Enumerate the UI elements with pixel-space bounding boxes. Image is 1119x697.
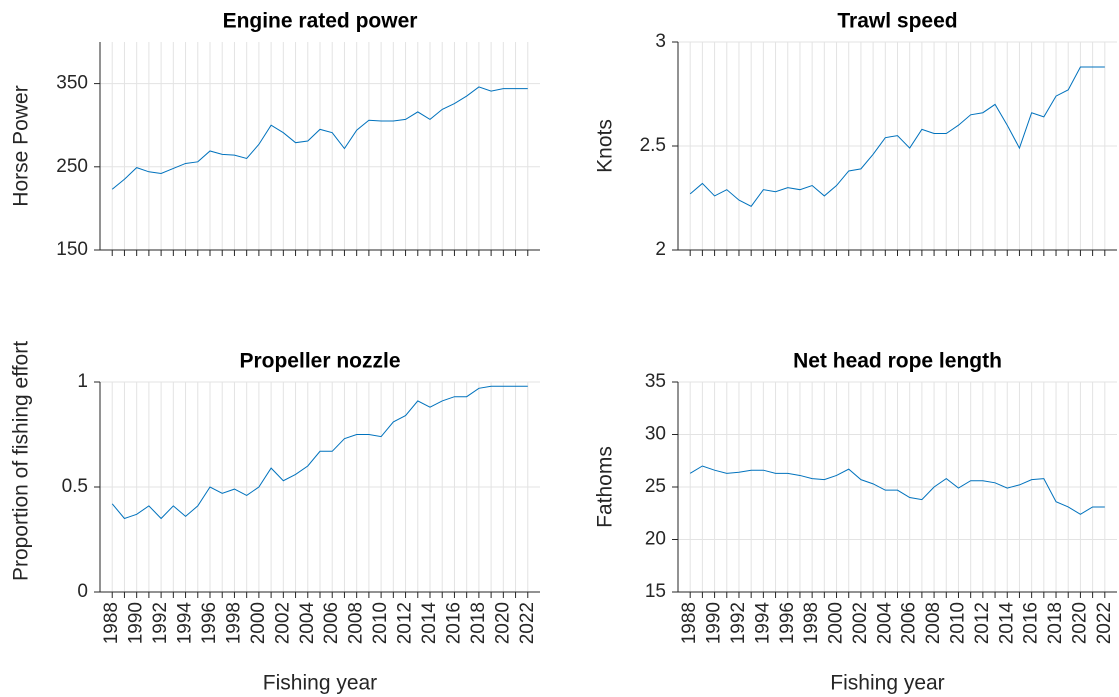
x-tick-label: 1990 bbox=[704, 602, 725, 644]
x-tick-label: 1998 bbox=[223, 602, 244, 644]
x-tick-label: 1992 bbox=[150, 602, 171, 644]
y-tick-label: 250 bbox=[56, 156, 88, 177]
chart-title: Net head rope length bbox=[793, 350, 1002, 373]
chart-title: Trawl speed bbox=[837, 10, 957, 33]
x-tick-label: 2012 bbox=[972, 602, 993, 644]
x-tick-label: 2008 bbox=[923, 602, 944, 644]
x-tick-label: 2022 bbox=[517, 602, 538, 644]
x-tick-label: 2004 bbox=[874, 602, 895, 645]
y-tick-label: 25 bbox=[645, 476, 666, 497]
y-tick-label: 35 bbox=[645, 371, 666, 392]
x-tick-label: 2006 bbox=[899, 602, 920, 644]
y-tick-label: 3 bbox=[655, 31, 666, 52]
x-tick-label: 2010 bbox=[947, 602, 968, 644]
x-tick-label: 1994 bbox=[752, 602, 773, 645]
x-tick-label: 1994 bbox=[175, 602, 196, 645]
x-tick-label: 2014 bbox=[419, 602, 440, 645]
x-tick-label: 1996 bbox=[199, 602, 220, 644]
y-axis-label: Horse Power bbox=[10, 85, 33, 206]
y-tick-label: 15 bbox=[645, 581, 666, 602]
y-tick-label: 0.5 bbox=[62, 476, 88, 497]
x-tick-label: 1990 bbox=[126, 602, 147, 644]
y-tick-label: 1 bbox=[77, 371, 88, 392]
y-tick-label: 350 bbox=[56, 73, 88, 94]
y-axis-label: Fathoms bbox=[594, 446, 617, 528]
x-tick-label: 2012 bbox=[395, 602, 416, 644]
y-axis-label: Proportion of fishing effort bbox=[10, 341, 33, 581]
x-tick-label: 2020 bbox=[492, 602, 513, 644]
x-tick-label: 1988 bbox=[101, 602, 122, 644]
data-line bbox=[111, 86, 528, 190]
y-tick-label: 150 bbox=[56, 239, 88, 260]
y-tick-label: 2 bbox=[655, 239, 666, 260]
x-tick-label: 2016 bbox=[1021, 602, 1042, 644]
x-tick-label: 2002 bbox=[272, 602, 293, 644]
chart-title: Engine rated power bbox=[223, 10, 418, 33]
y-tick-label: 0 bbox=[77, 581, 88, 602]
x-tick-label: 2018 bbox=[468, 602, 489, 644]
x-tick-label: 1988 bbox=[679, 602, 700, 644]
data-line bbox=[689, 66, 1105, 207]
x-tick-label: 1996 bbox=[777, 602, 798, 644]
data-line bbox=[111, 385, 528, 520]
x-tick-label: 2004 bbox=[297, 602, 318, 645]
x-tick-label: 2008 bbox=[346, 602, 367, 644]
x-tick-label: 2014 bbox=[996, 602, 1017, 645]
x-tick-label: 1992 bbox=[728, 602, 749, 644]
x-tick-label: 2000 bbox=[826, 602, 847, 644]
x-tick-label: 2006 bbox=[321, 602, 342, 644]
y-tick-label: 2.5 bbox=[640, 135, 666, 156]
x-tick-label: 2022 bbox=[1094, 602, 1115, 644]
x-tick-label: 2000 bbox=[248, 602, 269, 644]
x-tick-label: 2016 bbox=[443, 602, 464, 644]
x-tick-label: 2002 bbox=[850, 602, 871, 644]
data-line bbox=[689, 465, 1105, 515]
x-tick-label: 2018 bbox=[1045, 602, 1066, 644]
x-tick-label: 2010 bbox=[370, 602, 391, 644]
chart-title: Propeller nozzle bbox=[239, 350, 400, 373]
x-axis-label: Fishing year bbox=[830, 672, 944, 695]
y-axis-label: Knots bbox=[594, 119, 617, 173]
x-tick-label: 2020 bbox=[1069, 602, 1090, 644]
x-axis-label: Fishing year bbox=[263, 672, 377, 695]
x-tick-label: 1998 bbox=[801, 602, 822, 644]
y-tick-label: 30 bbox=[645, 424, 666, 445]
y-tick-label: 20 bbox=[645, 529, 666, 550]
